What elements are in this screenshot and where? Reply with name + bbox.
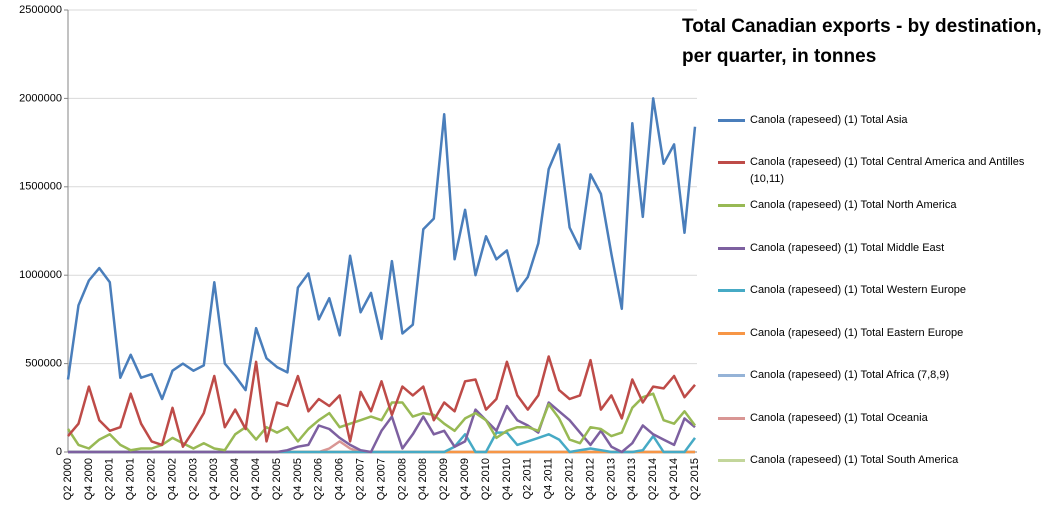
y-tick-label: 1000000 xyxy=(19,269,62,281)
legend-item: Canola (rapeseed) (1) Total Middle East xyxy=(718,240,1053,257)
y-tick-label: 500000 xyxy=(25,358,62,370)
legend-item: Canola (rapeseed) (1) Total Eastern Euro… xyxy=(718,325,1053,342)
chart-title: Total Canadian exports - by destination,… xyxy=(682,16,1042,67)
y-tick-label: 1500000 xyxy=(19,181,62,193)
legend-item: Canola (rapeseed) (1) Total Oceania xyxy=(718,410,1053,427)
y-tick-label: 2500000 xyxy=(19,4,62,16)
x-tick-label: Q4 2003 xyxy=(208,458,220,500)
x-tick-label: Q2 2015 xyxy=(689,458,701,500)
x-tick-label: Q2 2011 xyxy=(522,458,534,499)
legend-label: Canola (rapeseed) (1) Total Central Amer… xyxy=(750,156,1025,185)
legend-swatch xyxy=(718,332,745,335)
x-tick-label: Q4 2002 xyxy=(166,458,178,500)
legend-swatch xyxy=(718,459,745,462)
y-tick-label: 2000000 xyxy=(19,92,62,104)
x-tick-label: Q4 2001 xyxy=(125,458,137,500)
legend-label: Canola (rapeseed) (1) Total Western Euro… xyxy=(750,284,967,296)
x-tick-label: Q2 2002 xyxy=(146,458,158,500)
x-tick-label: Q4 2008 xyxy=(417,458,429,500)
legend-swatch xyxy=(718,161,745,164)
x-tick-label: Q2 2009 xyxy=(438,458,450,500)
x-tick-label: Q4 2011 xyxy=(543,458,555,499)
x-tick-label: Q2 2003 xyxy=(187,458,199,500)
x-tick-label: Q2 2008 xyxy=(396,458,408,500)
x-tick-label: Q4 2009 xyxy=(459,458,471,500)
series-line xyxy=(67,355,696,448)
legend-label: Canola (rapeseed) (1) Total Eastern Euro… xyxy=(750,327,964,339)
x-tick-label: Q4 2006 xyxy=(334,458,346,500)
legend-item: Canola (rapeseed) (1) Total Africa (7,8,… xyxy=(718,367,1053,384)
x-tick-label: Q4 2010 xyxy=(501,458,513,500)
x-tick-label: Q2 2014 xyxy=(647,458,659,500)
legend-item: Canola (rapeseed) (1) Total Asia xyxy=(718,112,1053,129)
x-tick-label: Q4 2013 xyxy=(626,458,638,500)
x-tick-label: Q4 2004 xyxy=(250,458,262,500)
legend-label: Canola (rapeseed) (1) Total Africa (7,8,… xyxy=(750,369,950,381)
x-tick-label: Q2 2012 xyxy=(564,458,576,500)
legend-swatch xyxy=(718,374,745,377)
series-line xyxy=(68,401,696,454)
legend-swatch xyxy=(718,417,745,420)
legend-swatch xyxy=(718,289,745,292)
x-tick-label: Q4 2012 xyxy=(584,458,596,500)
x-tick-label: Q4 2000 xyxy=(83,458,95,500)
legend-item: Canola (rapeseed) (1) Total South Americ… xyxy=(718,452,1053,469)
x-tick-label: Q2 2010 xyxy=(480,458,492,500)
x-tick-label: Q4 2007 xyxy=(375,458,387,500)
legend-label: Canola (rapeseed) (1) Total South Americ… xyxy=(750,454,959,466)
x-tick-label: Q2 2000 xyxy=(62,458,74,500)
x-tick-label: Q2 2005 xyxy=(271,458,283,500)
x-tick-label: Q2 2007 xyxy=(355,458,367,500)
legend-label: Canola (rapeseed) (1) Total North Americ… xyxy=(750,199,957,211)
x-tick-label: Q2 2013 xyxy=(605,458,617,500)
legend-swatch xyxy=(718,119,745,122)
x-tick-label: Q2 2004 xyxy=(229,458,241,500)
legend-label: Canola (rapeseed) (1) Total Asia xyxy=(750,114,908,126)
x-tick-label: Q2 2006 xyxy=(313,458,325,500)
legend-item: Canola (rapeseed) (1) Total Central Amer… xyxy=(718,154,1053,188)
legend-swatch xyxy=(718,247,745,250)
y-tick-label: 0 xyxy=(56,446,62,458)
legend-label: Canola (rapeseed) (1) Total Oceania xyxy=(750,412,928,424)
legend-item: Canola (rapeseed) (1) Total Western Euro… xyxy=(718,282,1053,299)
x-tick-label: Q4 2005 xyxy=(292,458,304,500)
x-tick-label: Q2 2001 xyxy=(104,458,116,500)
legend-label: Canola (rapeseed) (1) Total Middle East xyxy=(750,242,945,254)
legend-item: Canola (rapeseed) (1) Total North Americ… xyxy=(718,197,1053,214)
series-line xyxy=(66,97,697,401)
x-tick-label: Q4 2014 xyxy=(668,458,680,500)
series-line xyxy=(66,392,697,452)
legend-swatch xyxy=(718,204,745,207)
